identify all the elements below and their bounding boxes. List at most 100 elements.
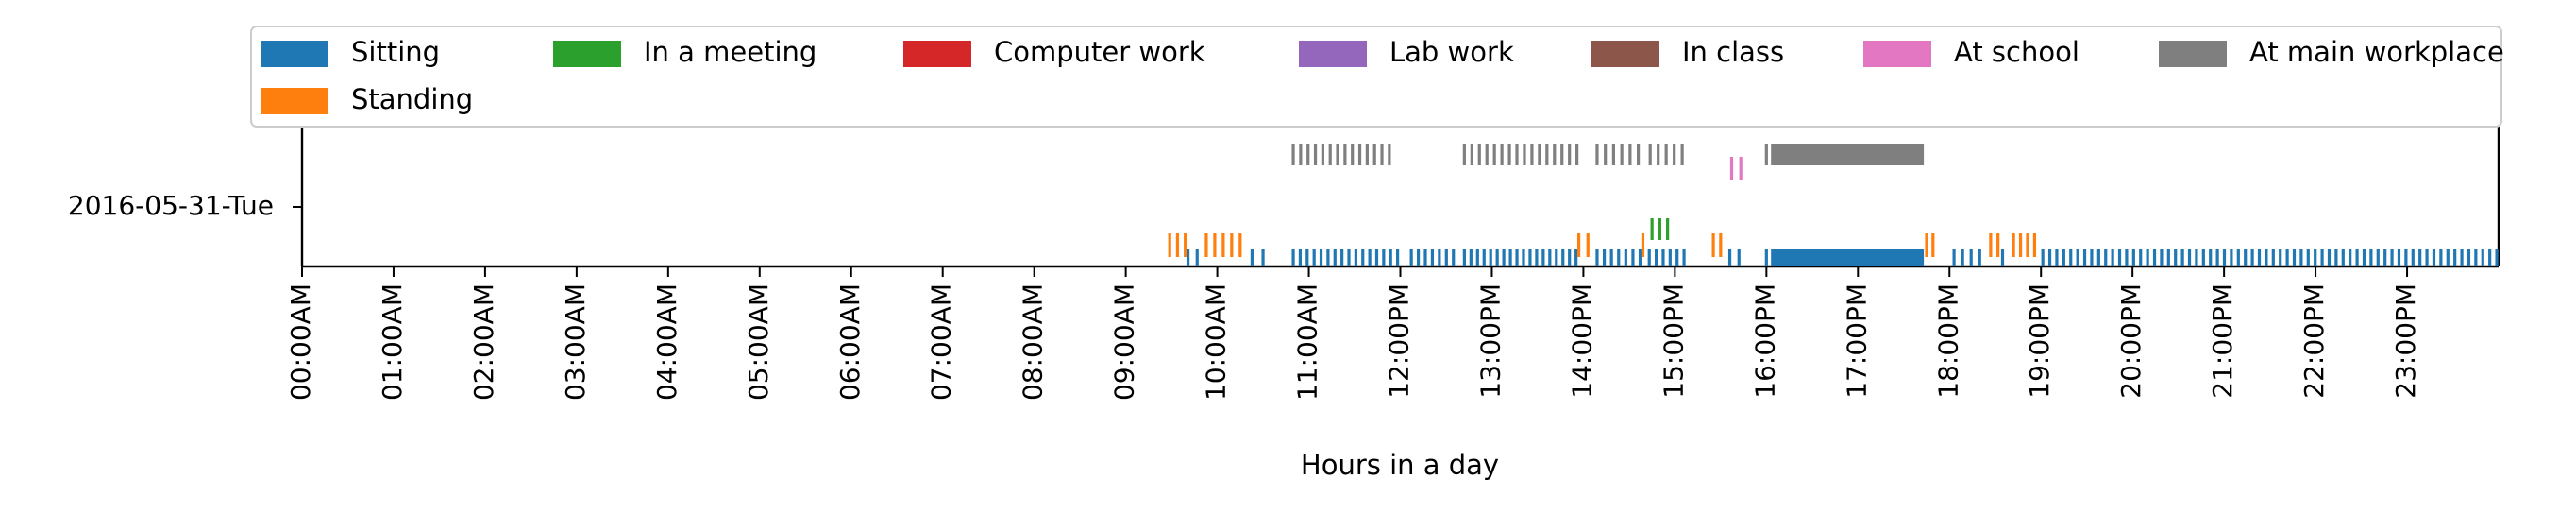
event-mark [1711,233,1715,257]
series-standing [1168,233,2037,257]
event-mark [1568,144,1572,165]
x-tick-label: 22:00PM [2298,283,2330,399]
event-mark [1462,144,1466,165]
event-mark [1631,249,1635,266]
event-mark [1574,249,1578,266]
event-mark [2152,249,2157,266]
event-mark [1213,233,1217,257]
event-mark [1568,249,1572,266]
event-mark [1184,233,1187,257]
event-mark [1389,249,1392,266]
event-mark [2032,233,2037,257]
event-mark [1989,233,1993,257]
event-mark [1595,249,1599,266]
event-block [1771,249,1925,266]
event-mark [1555,249,1558,266]
event-mark [1238,233,1242,257]
event-mark [1602,249,1607,266]
event-mark [2369,249,2373,266]
event-mark [2166,249,2170,266]
event-mark [1221,233,1225,257]
x-tick-label: 20:00PM [2115,283,2147,399]
event-mark [1372,144,1376,165]
legend-swatch [903,41,971,67]
event-mark [2062,249,2065,266]
event-mark [1595,144,1599,165]
event-mark [1575,144,1579,165]
series-in-a-meeting [1650,218,1670,240]
event-mark [1523,144,1526,165]
legend-swatch [1591,41,1659,67]
x-tick-label: 16:00PM [1749,283,1780,399]
event-mark [2069,249,2073,266]
event-mark [2355,249,2359,266]
legend-item: Lab work [1299,36,1514,68]
event-mark [1492,144,1496,165]
marks-layer [1168,144,2499,266]
event-mark [2090,249,2094,266]
series-at-main-workplace [1291,144,1925,165]
event-mark [2082,249,2087,266]
event-mark [2222,249,2227,266]
event-mark [1560,144,1564,165]
event-mark [1475,249,1479,266]
event-mark [1298,249,1303,266]
event-mark [1306,144,1310,165]
legend-swatch [261,41,328,67]
event-mark [2292,249,2297,266]
legend-label: In class [1682,36,1784,68]
x-tick-label: 23:00PM [2390,283,2421,399]
event-mark [2418,249,2422,266]
event-mark [1561,249,1565,266]
event-mark [2131,249,2135,266]
event-mark [2026,233,2029,257]
legend-item: At school [1863,36,2079,68]
event-mark [2012,233,2015,257]
event-mark [1535,249,1539,266]
event-mark [1727,249,1732,266]
event-mark [2139,249,2143,266]
event-mark [1489,249,1492,266]
event-mark [1925,233,1928,257]
event-mark [1522,249,1525,266]
event-mark [1961,249,1964,266]
event-mark [1423,249,1427,266]
series-sitting [1186,249,2499,266]
event-mark [1204,233,1208,257]
event-mark [2285,249,2289,266]
event-mark [1500,144,1504,165]
event-mark [2230,249,2233,266]
event-mark [1462,249,1466,266]
event-mark [2432,249,2436,266]
event-mark [1313,144,1318,165]
event-mark [1545,144,1549,165]
x-tick-label: 11:00AM [1292,283,1323,401]
event-mark [1664,144,1668,165]
event-mark [2341,249,2345,266]
legend-label: Computer work [994,36,1205,68]
event-block [1771,144,1925,165]
event-mark [1675,249,1679,266]
event-mark [2474,249,2478,266]
event-mark [2495,249,2499,266]
event-mark [1305,249,1309,266]
event-mark [1354,249,1357,266]
event-mark [1168,233,1171,257]
event-mark [2209,249,2213,266]
x-tick-label: 05:00AM [743,283,774,401]
event-mark [1682,249,1686,266]
event-mark [2104,249,2108,266]
event-mark [1978,249,1981,266]
x-tick-label: 01:00AM [377,283,408,401]
event-mark [1641,233,1645,257]
event-mark [1609,249,1613,266]
event-mark [1764,144,1768,165]
event-mark [1673,144,1676,165]
event-mark [1528,249,1532,266]
event-mark [1250,249,1254,266]
event-mark [1515,249,1519,266]
event-mark [1661,249,1665,266]
event-mark [1952,249,1956,266]
event-mark [1482,249,1486,266]
legend-label: Sitting [351,36,440,68]
